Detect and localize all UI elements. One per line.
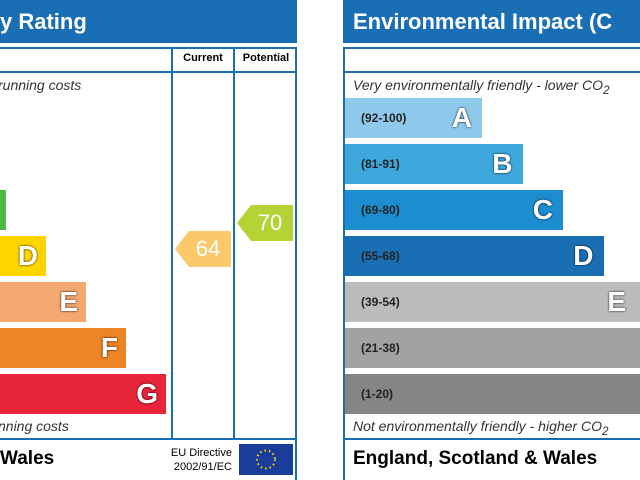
- right-frame: [343, 47, 640, 480]
- band-letter: D: [573, 240, 594, 271]
- col-header: Current: [183, 52, 223, 64]
- note-text: Very environmentally friendly - lower CO: [353, 77, 604, 93]
- band-range: (21-38): [361, 341, 400, 355]
- band-range: (1-20): [361, 387, 394, 401]
- band-letter: G: [136, 378, 158, 409]
- note: running costs: [0, 77, 82, 93]
- band: (92-100) A: [345, 98, 482, 138]
- band: F: [0, 328, 126, 368]
- band: (55-68) D: [345, 236, 604, 276]
- band: (69-80) C: [345, 190, 563, 230]
- band-range: (92-100): [361, 111, 407, 125]
- rating-arrow: 64: [175, 231, 231, 267]
- band-letter: F: [100, 332, 118, 363]
- right-title: Environmental Impact (C: [343, 0, 640, 43]
- band-range: (81-91): [361, 157, 400, 171]
- band-letter: B: [492, 148, 513, 179]
- band: D: [0, 236, 46, 276]
- band: G: [0, 374, 166, 414]
- band: (81-91) B: [345, 144, 523, 184]
- band-letter: D: [17, 240, 38, 271]
- band-range: (69-80): [361, 203, 400, 217]
- band-range: (55-68): [361, 249, 400, 263]
- divider: [171, 47, 173, 439]
- left-frame: [0, 47, 297, 480]
- band-letter: E: [59, 286, 78, 317]
- band-c: [0, 190, 6, 230]
- left-title: y Rating: [0, 0, 297, 43]
- footer: Wales: [0, 448, 55, 469]
- band-letter: E: [607, 286, 626, 317]
- band: E: [0, 282, 86, 322]
- note-text: Not environmentally friendly - higher CO: [353, 418, 602, 434]
- divider: [343, 438, 640, 440]
- band-letter: A: [451, 102, 472, 133]
- note: nning costs: [0, 418, 69, 434]
- directive: EU Directive 2002/91/EC: [150, 446, 232, 474]
- rating-arrow: 70: [237, 205, 293, 241]
- note-sub: 2: [602, 424, 609, 438]
- band: (21-38): [345, 328, 640, 368]
- eu-flag: [239, 444, 293, 475]
- band: (1-20): [345, 374, 640, 414]
- divider: [0, 71, 297, 73]
- directive-line: 2002/91/EC: [173, 461, 232, 473]
- note: Not environmentally friendly - higher CO…: [353, 418, 608, 438]
- divider: [343, 71, 640, 73]
- divider: [233, 47, 235, 439]
- rating-value: 70: [258, 210, 282, 235]
- note: Very environmentally friendly - lower CO…: [353, 77, 610, 97]
- band-range: (39-54): [361, 295, 400, 309]
- rating-value: 64: [196, 236, 220, 261]
- note-sub: 2: [603, 83, 610, 97]
- band: (39-54) E: [345, 282, 640, 322]
- divider: [0, 438, 297, 440]
- band-letter: C: [532, 194, 553, 225]
- directive-line: EU Directive: [170, 447, 232, 459]
- footer: England, Scotland & Wales: [353, 448, 598, 469]
- col-header: Potential: [242, 52, 290, 64]
